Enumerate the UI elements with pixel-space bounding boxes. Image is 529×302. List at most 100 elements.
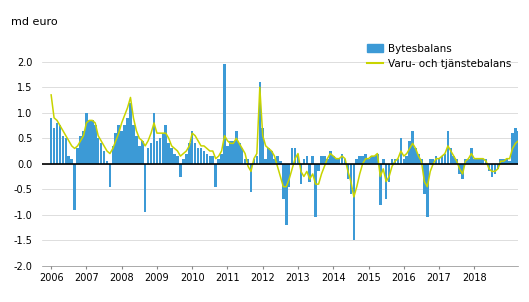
Bar: [405, 156, 408, 164]
Bar: [403, 159, 405, 164]
Bar: [153, 113, 156, 164]
Bar: [191, 130, 194, 164]
Bar: [91, 120, 94, 164]
Bar: [106, 161, 108, 164]
Bar: [94, 126, 96, 164]
Bar: [417, 153, 420, 164]
Bar: [264, 159, 267, 164]
Bar: [526, 164, 528, 179]
Bar: [297, 153, 299, 164]
Bar: [97, 138, 99, 164]
Bar: [176, 156, 179, 164]
Bar: [279, 161, 281, 164]
Bar: [517, 130, 519, 164]
Bar: [464, 159, 467, 164]
Bar: [308, 164, 311, 182]
Bar: [335, 159, 338, 164]
Bar: [156, 141, 158, 164]
Bar: [397, 159, 399, 164]
Bar: [103, 151, 105, 164]
Bar: [129, 103, 132, 164]
Bar: [435, 156, 437, 164]
Bar: [461, 164, 464, 179]
Bar: [420, 159, 423, 164]
Bar: [50, 118, 52, 164]
Bar: [273, 159, 276, 164]
Bar: [458, 164, 461, 174]
Bar: [56, 123, 58, 164]
Bar: [511, 133, 514, 164]
Bar: [329, 151, 332, 164]
Bar: [144, 164, 147, 212]
Bar: [312, 156, 314, 164]
Bar: [108, 164, 111, 187]
Bar: [126, 118, 129, 164]
Bar: [61, 136, 64, 164]
Bar: [206, 153, 208, 164]
Bar: [179, 164, 182, 176]
Bar: [361, 156, 364, 164]
Bar: [450, 149, 452, 164]
Bar: [373, 156, 376, 164]
Bar: [505, 159, 508, 164]
Bar: [150, 143, 152, 164]
Bar: [473, 159, 476, 164]
Bar: [147, 149, 149, 164]
Bar: [344, 159, 346, 164]
Bar: [253, 159, 255, 164]
Bar: [141, 141, 143, 164]
Bar: [244, 159, 247, 164]
Bar: [359, 156, 361, 164]
Bar: [355, 159, 358, 164]
Bar: [379, 164, 381, 204]
Bar: [135, 136, 138, 164]
Bar: [429, 159, 432, 164]
Bar: [79, 136, 82, 164]
Bar: [232, 141, 235, 164]
Bar: [174, 153, 176, 164]
Bar: [346, 164, 349, 179]
Bar: [59, 126, 61, 164]
Bar: [314, 164, 317, 217]
Bar: [294, 149, 296, 164]
Bar: [352, 164, 355, 240]
Bar: [399, 138, 402, 164]
Bar: [376, 153, 379, 164]
Bar: [167, 143, 170, 164]
Bar: [235, 130, 238, 164]
Bar: [74, 164, 76, 210]
Bar: [185, 153, 188, 164]
Bar: [291, 149, 294, 164]
Bar: [523, 159, 526, 164]
Bar: [320, 156, 323, 164]
Bar: [446, 130, 449, 164]
Bar: [217, 159, 220, 164]
Bar: [267, 149, 270, 164]
Bar: [70, 159, 73, 164]
Bar: [488, 164, 490, 172]
Bar: [212, 156, 214, 164]
Bar: [159, 138, 161, 164]
Bar: [53, 128, 56, 164]
Bar: [276, 156, 279, 164]
Bar: [491, 164, 493, 176]
Bar: [138, 146, 141, 164]
Bar: [367, 159, 370, 164]
Bar: [485, 159, 487, 164]
Bar: [503, 159, 505, 164]
Bar: [220, 153, 223, 164]
Bar: [208, 156, 211, 164]
Bar: [382, 159, 385, 164]
Bar: [482, 159, 485, 164]
Bar: [247, 159, 249, 164]
Bar: [288, 164, 290, 187]
Bar: [303, 159, 305, 164]
Bar: [188, 143, 190, 164]
Bar: [479, 159, 481, 164]
Bar: [117, 126, 120, 164]
Bar: [112, 146, 114, 164]
Bar: [132, 126, 135, 164]
Bar: [161, 133, 164, 164]
Bar: [441, 156, 443, 164]
Bar: [332, 156, 334, 164]
